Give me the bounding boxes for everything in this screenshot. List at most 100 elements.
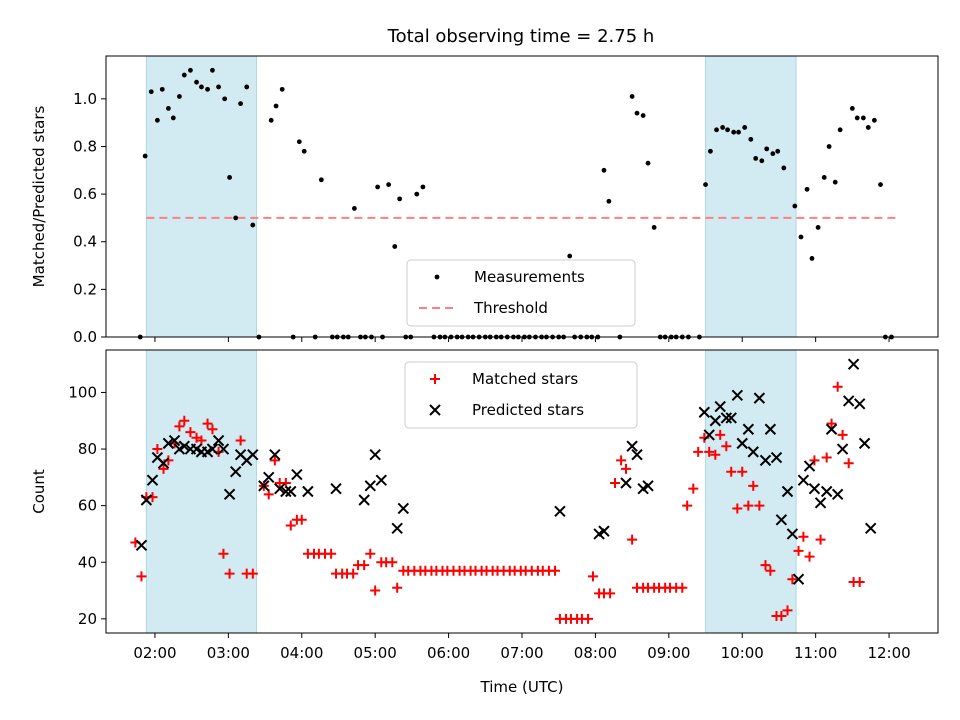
matched-star-point	[370, 585, 381, 596]
matched-star-point	[387, 557, 398, 568]
measurement-point	[392, 244, 398, 249]
matched-star-point	[627, 534, 638, 545]
predicted-star-point	[157, 457, 170, 469]
measurement-point	[725, 127, 730, 133]
top-shaded-span-2	[705, 55, 797, 338]
predicted-star-point	[736, 437, 748, 450]
measurement-point	[205, 86, 210, 92]
measurement-point	[764, 146, 770, 152]
predicted-star-point	[820, 485, 833, 498]
figure-title: Total observing time = 2.75 h	[387, 26, 655, 47]
matched-star-point	[837, 429, 848, 440]
measurement-point	[279, 86, 285, 92]
matched-star-point	[326, 548, 337, 559]
matched-star-point	[247, 568, 258, 579]
bottom-panel: 20 40 60 80 100 02:00 03:00 04:00 05:00 06:00 07:0…	[30, 349, 939, 696]
bottom-shaded-span-2	[705, 349, 797, 634]
x-tick-label: 12:00	[867, 644, 910, 662]
x-tick-label: 05:00	[354, 644, 397, 662]
predicted-star-point	[642, 480, 654, 492]
predicted-star-point	[775, 514, 788, 526]
matched-star-point	[359, 560, 370, 571]
measurement-point	[386, 182, 392, 187]
predicted-star-point	[825, 423, 838, 435]
matched-star-point	[609, 478, 620, 489]
predicted-star-point	[397, 502, 410, 515]
matched-star-point	[621, 463, 631, 474]
measurement-point	[601, 167, 607, 173]
bottom-y-tick-label: 60	[78, 497, 97, 515]
measurement-point	[375, 184, 381, 190]
matched-star-point	[677, 582, 688, 593]
measurement-point	[216, 84, 221, 90]
top-y-tick-label: 0.6	[73, 185, 97, 203]
matched-star-point	[280, 478, 291, 489]
matched-star-point	[782, 605, 793, 616]
measurement-point	[188, 67, 193, 73]
measurement-point	[148, 89, 154, 95]
matched-star-point	[793, 545, 804, 556]
measurement-point	[222, 96, 228, 102]
measurement-point	[854, 115, 860, 121]
predicted-star-point	[364, 480, 376, 492]
legend-label-measurements: Measurements	[474, 268, 585, 286]
measurement-point	[720, 125, 726, 130]
measurement-point	[815, 225, 821, 230]
matched-star-point	[296, 514, 307, 525]
matched-star-point	[235, 435, 246, 446]
measurement-point	[849, 105, 855, 111]
predicted-star-point	[747, 446, 759, 458]
matched-star-point	[185, 427, 196, 438]
predicted-star-point	[178, 440, 191, 452]
predicted-star-point	[759, 454, 772, 467]
predicted-star-point	[217, 443, 230, 455]
matched-star-point	[605, 588, 616, 599]
measurement-point	[250, 222, 256, 228]
matched-star-point	[365, 548, 376, 559]
measurement-point	[567, 253, 573, 259]
measurement-point	[244, 84, 250, 90]
predicted-star-point	[836, 443, 849, 455]
measurement-point	[194, 79, 199, 85]
top-panel: 0.0 0.2 0.4 0.6 0.8 1.0 Matched/Predicted star…	[30, 55, 939, 346]
legend-predicted-marker	[429, 404, 441, 416]
measurement-point	[832, 179, 838, 185]
matched-star-point	[693, 446, 704, 457]
measurement-point	[651, 225, 657, 230]
measurement-point	[837, 127, 843, 133]
measurement-point	[640, 113, 646, 118]
bottom-y-tick-label: 40	[78, 553, 97, 571]
x-tick-label: 10:00	[721, 644, 764, 662]
x-tick-label: 06:00	[427, 644, 470, 662]
measurement-point	[318, 177, 324, 183]
matched-star-point	[715, 429, 726, 440]
measurement-point	[273, 103, 279, 109]
predicted-star-point	[391, 522, 403, 534]
predicted-star-point	[786, 528, 799, 540]
bottom-y-tick-label: 80	[78, 440, 97, 458]
matched-star-point	[152, 444, 163, 455]
predicted-star-point	[258, 480, 270, 492]
matched-star-point	[207, 424, 218, 435]
predicted-star-point	[626, 440, 638, 452]
predicted-star-point	[598, 525, 610, 537]
matched-star-point	[843, 458, 854, 469]
measurement-point	[296, 139, 302, 145]
measurement-point	[177, 94, 182, 99]
matched-star-point	[583, 613, 594, 624]
measurement-point	[742, 125, 748, 130]
measurement-point	[634, 110, 640, 116]
predicted-star-point	[858, 437, 871, 450]
measurement-point	[736, 129, 741, 135]
x-tick-label: 09:00	[647, 644, 690, 662]
predicted-star-point	[853, 398, 866, 410]
legend-label-threshold: Threshold	[473, 299, 548, 317]
measurement-point	[351, 206, 357, 211]
matched-star-point	[765, 565, 776, 576]
measurement-point	[708, 148, 713, 154]
matched-star-point	[218, 548, 229, 559]
matched-star-point	[348, 568, 359, 579]
matched-star-point	[587, 571, 598, 582]
measurement-point	[860, 115, 866, 121]
